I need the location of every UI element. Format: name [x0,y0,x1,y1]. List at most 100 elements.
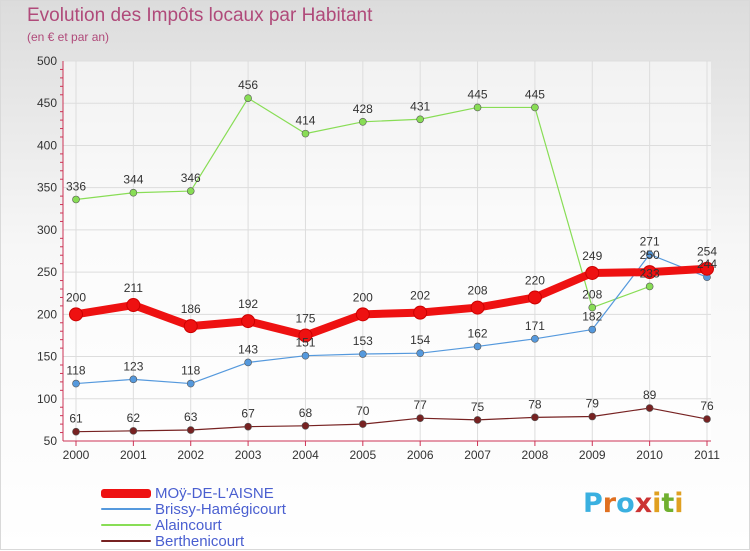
data-label: 271 [640,234,660,248]
data-label: 208 [468,284,488,298]
data-label: 182 [582,310,602,324]
data-point [470,300,485,315]
data-point [186,187,195,195]
data-point [413,305,428,320]
data-label: 76 [700,399,714,413]
data-point [244,422,252,431]
data-point [645,282,654,291]
data-point [359,350,367,358]
data-point [244,358,252,367]
data-point [301,421,310,430]
data-label: 175 [295,311,315,325]
x-tick-label: 2010 [636,448,663,462]
data-label: 154 [410,333,430,347]
data-point [129,375,138,384]
legend-label: MOÿ-DE-L'AISNE [155,484,274,502]
data-label: 70 [356,404,370,418]
data-label: 192 [238,297,258,311]
x-tick-label: 2003 [235,448,262,462]
legend-swatch [101,508,151,510]
data-label: 254 [697,245,717,259]
legend-swatch [101,540,151,542]
y-tick-label: 400 [37,138,57,152]
data-label: 244 [697,257,717,271]
x-tick-label: 2001 [120,448,147,462]
data-point [473,342,482,351]
data-point [298,328,313,343]
data-point [244,94,252,102]
x-tick-label: 2006 [407,448,434,462]
data-point [69,307,83,322]
legend-item: Alaincourt [101,517,286,534]
y-tick-label: 50 [44,434,58,448]
data-point [129,427,138,435]
data-point [531,335,539,343]
data-point [355,307,370,322]
legend-label: Berthenicourt [155,532,245,550]
data-label: 233 [640,266,660,280]
x-tick-label: 2002 [177,448,204,462]
data-point [700,261,714,276]
data-point [126,298,141,313]
data-point [588,412,597,421]
data-label: 249 [582,249,602,263]
legend-swatch [101,524,151,526]
chart-subtitle: (en € et par an) [27,30,110,44]
data-label: 118 [66,364,85,378]
data-label: 336 [66,179,86,193]
data-label: 123 [123,359,143,373]
legend-swatch [101,488,151,498]
series-line [72,264,711,340]
logo-letter: i [674,488,684,519]
y-tick-label: 350 [37,181,57,195]
proxiti-logo: Proxiti [583,488,684,519]
logo-letter: P [583,488,603,519]
data-point [183,319,198,334]
data-label: 200 [353,290,373,304]
data-label: 344 [123,173,143,187]
data-label: 143 [238,342,258,356]
data-label: 162 [468,326,488,340]
y-tick-label: 450 [37,96,57,110]
y-tick-label: 500 [37,54,57,68]
plot-area [63,61,711,441]
logo-letter: r [602,488,617,519]
data-point [527,290,542,305]
data-point [72,427,80,436]
data-point [416,115,424,124]
y-tick-label: 250 [37,265,57,279]
data-point [588,325,597,334]
data-label: 89 [643,388,657,402]
data-point [531,413,539,422]
data-point [585,265,600,280]
series-line [75,407,708,433]
data-point [416,414,424,423]
data-label: 445 [525,87,545,101]
data-point [473,416,482,424]
x-tick-label: 2000 [63,448,90,462]
data-point [645,250,654,259]
legend-item: Berthenicourt [101,532,286,550]
data-label: 78 [528,397,542,411]
data-point [72,379,80,388]
data-label: 431 [410,99,430,113]
data-label: 346 [181,171,201,185]
legend-item: Brissy-Hamégicourt [101,501,286,518]
data-label: 456 [238,78,258,92]
series-line [75,253,708,385]
y-tick-label: 200 [37,307,57,321]
data-label: 62 [127,411,141,425]
data-label: 68 [299,406,313,420]
chart-title: Evolution des Impôts locaux par Habitant [27,5,373,26]
data-point [642,265,657,280]
chart-legend: MOÿ-DE-L'AISNE Brissy-Hamégicourt Alaincou… [101,484,286,550]
x-tick-label: 2004 [292,448,319,462]
y-tick-label: 100 [37,392,57,406]
data-label: 250 [640,248,660,262]
data-label: 220 [525,273,545,287]
data-point [416,349,424,357]
data-point [129,188,138,197]
x-tick-label: 2011 [694,448,720,462]
data-point [301,129,310,138]
data-point [72,195,80,204]
